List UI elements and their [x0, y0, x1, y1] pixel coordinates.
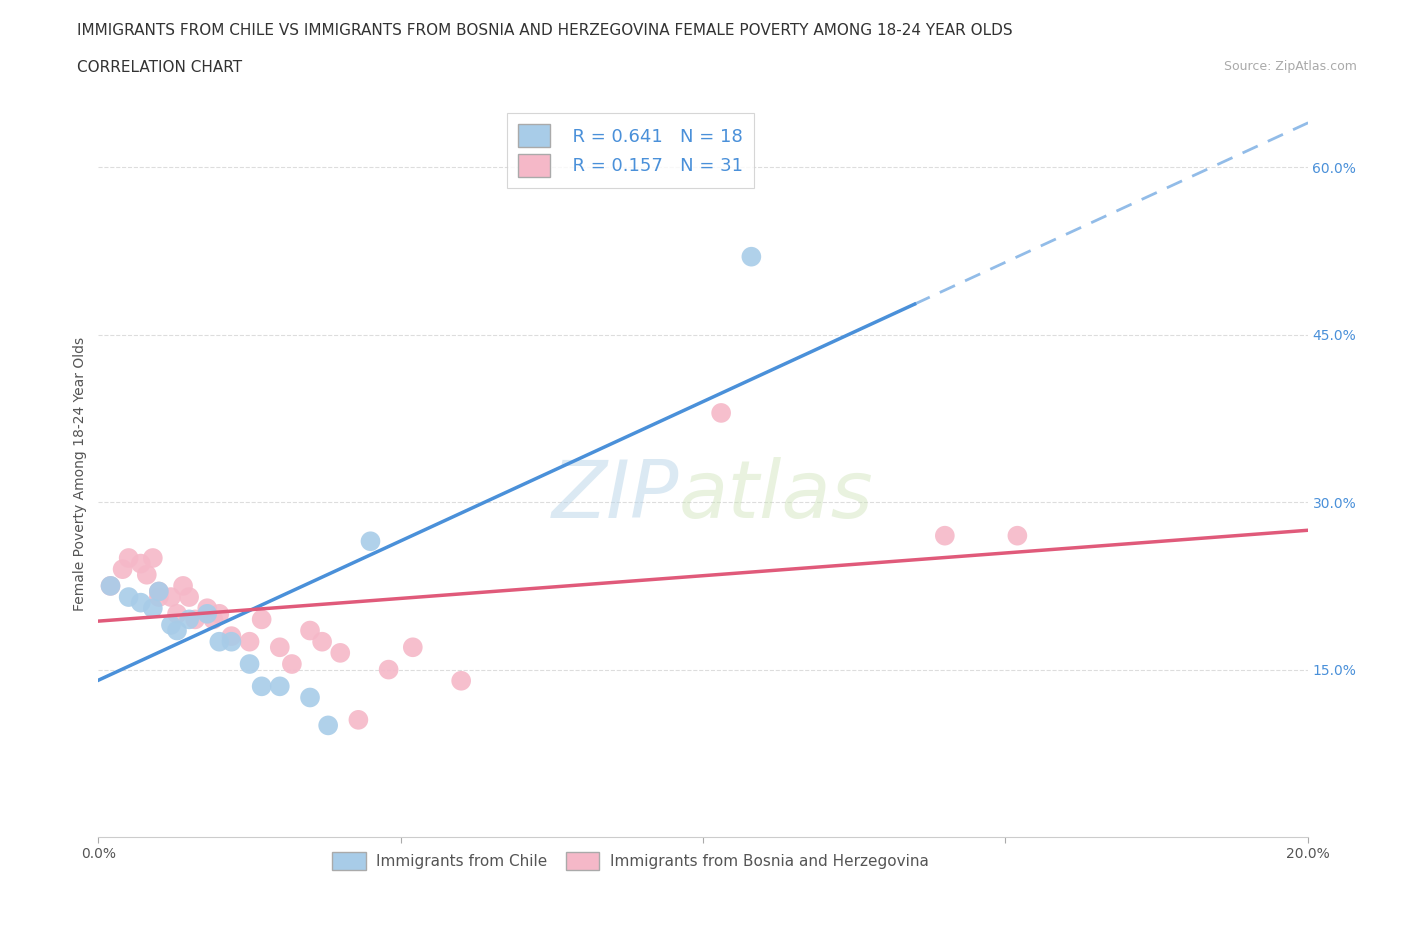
Point	[221, 629, 243, 644]
Point	[740, 249, 762, 264]
Legend: Immigrants from Chile, Immigrants from Bosnia and Herzegovina: Immigrants from Chile, Immigrants from B…	[326, 845, 935, 876]
Point	[142, 551, 165, 565]
Point	[166, 623, 188, 638]
Point	[316, 718, 339, 733]
Point	[195, 601, 218, 616]
Point	[250, 679, 273, 694]
Text: ZIP: ZIP	[551, 457, 679, 535]
Point	[281, 657, 304, 671]
Point	[184, 612, 207, 627]
Text: IMMIGRANTS FROM CHILE VS IMMIGRANTS FROM BOSNIA AND HERZEGOVINA FEMALE POVERTY A: IMMIGRANTS FROM CHILE VS IMMIGRANTS FROM…	[77, 23, 1012, 38]
Point	[934, 528, 956, 543]
Point	[148, 584, 170, 599]
Point	[402, 640, 425, 655]
Point	[160, 590, 183, 604]
Text: atlas: atlas	[679, 457, 873, 535]
Point	[311, 634, 333, 649]
Point	[172, 578, 194, 593]
Point	[377, 662, 399, 677]
Point	[179, 590, 201, 604]
Text: Source: ZipAtlas.com: Source: ZipAtlas.com	[1223, 60, 1357, 73]
Point	[195, 606, 218, 621]
Point	[347, 712, 370, 727]
Point	[299, 690, 322, 705]
Point	[148, 584, 170, 599]
Point	[118, 551, 141, 565]
Point	[239, 634, 262, 649]
Y-axis label: Female Poverty Among 18-24 Year Olds: Female Poverty Among 18-24 Year Olds	[73, 338, 87, 611]
Point	[111, 562, 134, 577]
Point	[450, 673, 472, 688]
Point	[250, 612, 273, 627]
Point	[135, 567, 157, 582]
Point	[129, 556, 152, 571]
Point	[208, 634, 231, 649]
Point	[1007, 528, 1029, 543]
Text: CORRELATION CHART: CORRELATION CHART	[77, 60, 242, 75]
Point	[118, 590, 141, 604]
Point	[160, 618, 183, 632]
Point	[269, 679, 291, 694]
Point	[329, 645, 352, 660]
Point	[208, 606, 231, 621]
Point	[100, 578, 122, 593]
Point	[299, 623, 322, 638]
Point	[269, 640, 291, 655]
Point	[239, 657, 262, 671]
Point	[148, 590, 170, 604]
Point	[710, 405, 733, 420]
Point	[179, 612, 201, 627]
Point	[360, 534, 382, 549]
Point	[202, 612, 225, 627]
Point	[100, 578, 122, 593]
Point	[142, 601, 165, 616]
Point	[129, 595, 152, 610]
Point	[221, 634, 243, 649]
Point	[166, 606, 188, 621]
